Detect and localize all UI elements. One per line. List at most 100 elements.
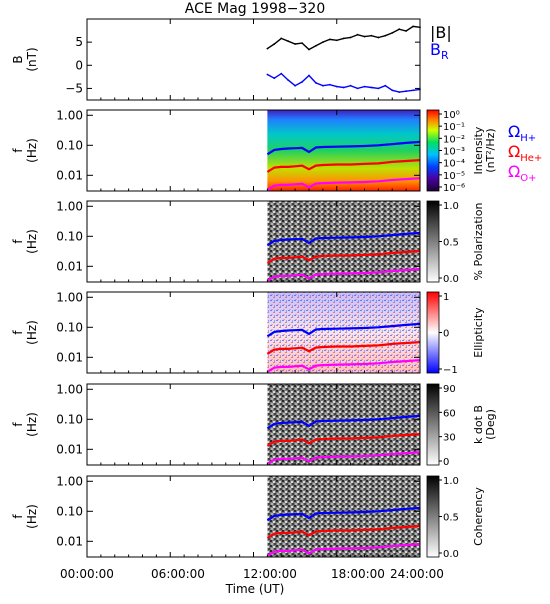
y-tick-label: 0.10 [56, 504, 83, 518]
y-axis-title: B [11, 55, 25, 63]
panels-group: 50−5B (nT)1.000.100.0110⁰10⁻¹10⁻²10⁻³10⁻⁴… [11, 18, 497, 560]
data-point-btotal [315, 44, 317, 47]
data-point-btotal [294, 43, 296, 45]
y-tick-label: 1.00 [56, 199, 83, 213]
y-tick-label: 1.00 [56, 108, 83, 122]
cyclotron-line-h-plus [266, 414, 421, 430]
y-axis-units: (Hz) [25, 229, 39, 254]
cyclotron-line-h-plus [266, 140, 421, 156]
colorbar-title-units: (Deg) [484, 409, 497, 440]
data-point-btotal [322, 41, 324, 43]
legend-bfield: |B| BR [430, 23, 452, 62]
colorbar-coherency [426, 475, 440, 558]
colorbar-intensity [426, 109, 440, 192]
data-point-btotal [412, 25, 414, 28]
spectrogram-kdotb [267, 384, 420, 465]
data-point-btotal [342, 37, 345, 40]
data-point-btotal [377, 36, 380, 39]
y-axis-units: (Hz) [25, 138, 39, 163]
data-point-btotal [356, 33, 359, 36]
cyclotron-line-o-plus [266, 177, 421, 191]
data-point-btotal [287, 40, 290, 43]
y-tick-label: −5 [65, 81, 83, 95]
colorbar-tick-label: 10⁰ [443, 110, 460, 121]
data-point-br [328, 83, 331, 86]
colorbar-tick-label: 1 [443, 292, 449, 303]
y-axis-units: (Hz) [25, 320, 39, 345]
data-point-br [301, 81, 303, 83]
series-line-br [267, 72, 421, 93]
cyclotron-line-h-plus [266, 322, 421, 338]
data-point-br [335, 85, 338, 88]
data-point-br [391, 89, 394, 92]
y-tick-label: 0.01 [56, 350, 83, 364]
data-point-btotal [280, 37, 283, 40]
colorbar-title: Coherency [472, 487, 485, 546]
colorbar-tick-label: 1.0 [443, 201, 459, 212]
spectrogram-polarization [267, 201, 420, 282]
y-tick-label: 1.00 [56, 382, 83, 396]
y-tick-label: 0.01 [56, 168, 83, 182]
colorbar-ellipticity [426, 291, 440, 374]
colorbar-tick-label: 30 [443, 433, 456, 444]
data-point-br [280, 72, 283, 75]
colorbar-polarization [426, 200, 440, 283]
legend-br: BR [430, 40, 449, 62]
data-point-br [315, 82, 317, 84]
colorbar-tick-label: −1 [443, 365, 458, 376]
y-axis-title: f [11, 148, 25, 153]
data-point-br [273, 77, 276, 80]
y-axis-title: f [11, 239, 25, 244]
x-tick-label-3: 18:00:00 [331, 567, 385, 581]
data-point-br [412, 89, 414, 92]
legend-btotal: |B| [430, 23, 452, 42]
colorbar-title: Ellipticity [472, 307, 485, 358]
data-point-br [266, 73, 269, 76]
legend-o-plus: ΩO+ [508, 162, 536, 184]
chart-title: ACE Mag 1998−320 [185, 1, 325, 17]
cyclotron-line-h-plus [266, 231, 421, 247]
legend-cyclotron: ΩH+ ΩHe+ ΩO+ [508, 122, 542, 184]
colorbar-title: % Polarization [472, 203, 485, 281]
cyclotron-line-he-plus [266, 341, 421, 355]
x-tick-label-2: 12:00:00 [243, 567, 297, 581]
x-axis-title: Time (UT) [225, 582, 285, 596]
data-point-btotal [328, 38, 331, 41]
cyclotron-line-he-plus [266, 250, 421, 264]
colorbar-tick-label: 0.5 [443, 238, 459, 249]
cyclotron-line-h-plus [266, 506, 421, 522]
data-point-btotal [370, 34, 373, 37]
data-point-btotal [384, 34, 387, 37]
colorbar-kdotb [426, 383, 440, 466]
data-point-btotal [273, 43, 276, 45]
colorbar-tick-label: 0.0 [443, 549, 459, 560]
y-tick-label: 1.00 [56, 474, 83, 488]
colorbar-tick-label: 10⁻³ [443, 147, 465, 158]
colorbar-tick-label: 10⁻¹ [443, 122, 465, 133]
spectrogram-coherency [267, 476, 420, 557]
y-tick-label: 0.10 [56, 320, 83, 334]
data-point-br [363, 85, 366, 88]
colorbar-tick-label: 90 [443, 384, 456, 395]
data-point-br [349, 84, 352, 87]
data-point-br [308, 74, 310, 77]
data-point-btotal [391, 32, 394, 34]
spectrogram-texture-ellipticity [267, 292, 420, 373]
x-tick-label-4: 24:00:00 [390, 567, 444, 581]
x-axis-labels: 00:00:00 06:00:00 12:00:00 18:00:00 24:0… [60, 567, 444, 596]
y-axis-units: (nT) [25, 47, 39, 71]
y-tick-label: 0.10 [56, 138, 83, 152]
cyclotron-line-he-plus [266, 433, 421, 447]
colorbar-tick-label: 0.5 [443, 513, 459, 524]
panel-bfield: 5 0 −5 B (nT) [11, 18, 421, 101]
legend-he-plus: ΩHe+ [508, 142, 542, 164]
colorbar-tick-label: 60 [443, 408, 456, 419]
y-axis-title: f [11, 330, 25, 335]
legend-h-plus: ΩH+ [508, 122, 536, 144]
data-point-br [356, 87, 359, 90]
y-tick-label: 5 [75, 35, 83, 49]
cyclotron-line-o-plus [266, 451, 421, 465]
data-point-btotal [398, 28, 401, 31]
